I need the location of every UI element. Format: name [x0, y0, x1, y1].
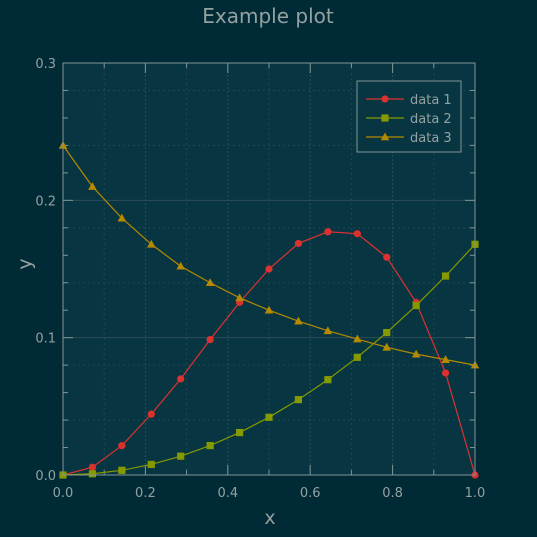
legend-box [356, 80, 462, 153]
data-point [177, 375, 185, 383]
data-point [294, 239, 303, 248]
axes-frame [62, 62, 476, 476]
data-point [88, 182, 97, 190]
data-point [205, 278, 215, 287]
data-point [235, 428, 244, 437]
data-point [264, 305, 274, 314]
y-tick-label: 0.3 [35, 57, 56, 72]
data-point [294, 396, 303, 404]
data-point [412, 301, 420, 310]
legend: data 1 data 2 data 3 [356, 80, 462, 153]
legend-marker [381, 95, 389, 103]
data-point [383, 253, 391, 261]
y-tick-label: 0.1 [35, 332, 56, 347]
legend-entry: data 3 [366, 131, 452, 146]
x-tick-label: 1.0 [465, 486, 486, 501]
x-tick-label: 0.2 [135, 486, 156, 501]
tick-labels: 0.0 0.2 0.4 0.6 0.8 1.0 0.0 0.1 0.2 0.3 [35, 57, 485, 501]
data-point [147, 410, 155, 418]
x-axis-label: x [264, 507, 275, 529]
data-point [353, 353, 361, 361]
legend-label: data 2 [410, 112, 452, 127]
data-point [352, 334, 362, 343]
data-point [411, 349, 421, 358]
legend-entry: data 2 [366, 112, 452, 127]
data-point [176, 261, 186, 270]
data-point [353, 230, 361, 238]
y-tick-label: 0.2 [35, 194, 56, 209]
data-point [441, 272, 450, 280]
x-tick-label: 0.4 [217, 486, 238, 501]
series-layer [58, 140, 480, 479]
data-point [382, 342, 392, 351]
y-tick-label: 0.0 [35, 469, 56, 484]
data-point [265, 413, 273, 421]
data-point [324, 228, 332, 236]
data-point [324, 376, 332, 384]
data-point [177, 452, 185, 460]
data-point [146, 239, 156, 248]
data-point [235, 293, 244, 302]
data-point [118, 466, 126, 474]
legend-marker [380, 132, 390, 141]
y-axis-label: y [14, 258, 36, 269]
legend-marker [381, 114, 389, 122]
data-point [323, 326, 333, 335]
data-point [88, 470, 97, 478]
x-tick-label: 0.0 [53, 486, 74, 501]
data-point [206, 335, 214, 344]
chart-title: Example plot [202, 4, 334, 28]
data-point [147, 460, 155, 469]
data-point [441, 355, 450, 363]
x-tick-label: 0.6 [300, 486, 321, 501]
data-point [117, 213, 127, 222]
data-point [441, 369, 450, 377]
legend-entry: data 1 [366, 93, 452, 108]
data-point [294, 316, 303, 325]
series-3 [58, 140, 480, 369]
data-point [206, 442, 214, 450]
data-point [265, 265, 273, 273]
data-point [88, 463, 97, 471]
data-point [383, 328, 391, 337]
legend-label: data 3 [410, 131, 452, 146]
x-tick-label: 0.8 [382, 486, 403, 501]
data-point [118, 442, 126, 450]
legend-label: data 1 [410, 93, 452, 108]
